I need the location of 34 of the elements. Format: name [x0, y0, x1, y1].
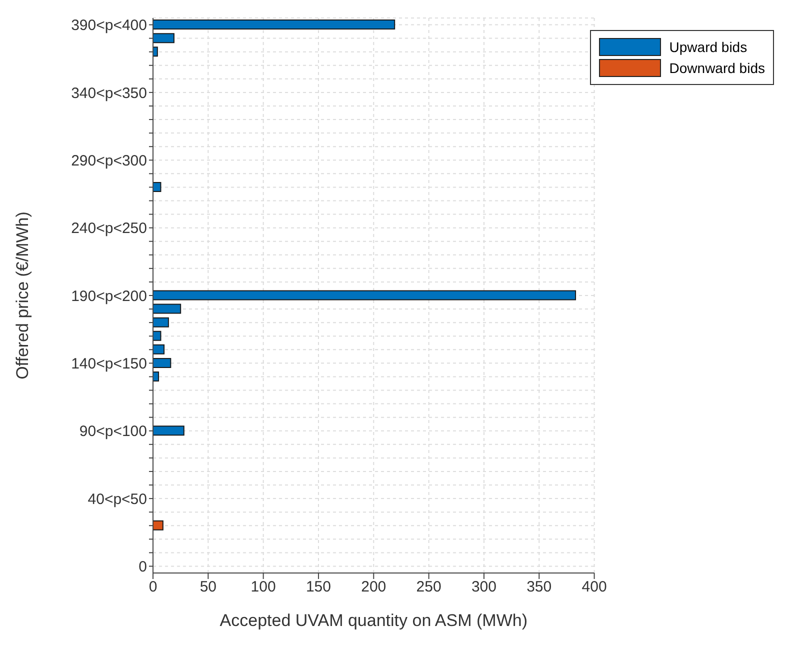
- bar: [153, 520, 164, 530]
- y-tick-label: 90<p<100: [79, 423, 147, 440]
- bar: [153, 344, 165, 354]
- y-tick-label: 390<p<400: [71, 17, 147, 34]
- bar: [153, 46, 158, 57]
- legend-label: Downward bids: [669, 60, 765, 76]
- x-tick-label: 50: [200, 578, 217, 596]
- bar: [153, 371, 160, 382]
- legend-label: Upward bids: [669, 39, 748, 55]
- bar: [153, 304, 182, 314]
- bar: [153, 426, 184, 436]
- bar: [153, 290, 576, 300]
- y-tick-label: 290<p<300: [71, 152, 147, 170]
- bar: [153, 317, 169, 328]
- bar: [153, 33, 174, 44]
- y-tick-label: 140<p<150: [71, 356, 147, 373]
- x-tick-label: 200: [361, 578, 386, 596]
- bar: [153, 20, 396, 30]
- y-tick-label: 190<p<200: [71, 288, 147, 305]
- y-axis-title: Offered price (€/MWh): [13, 212, 32, 380]
- y-tick-label: 340<p<350: [71, 84, 147, 102]
- y-tick-label: 240<p<250: [71, 220, 147, 238]
- x-tick-label: 150: [306, 578, 331, 596]
- x-tick-label: 300: [471, 578, 496, 596]
- bar: [153, 358, 172, 368]
- x-tick-label: 250: [416, 578, 442, 596]
- y-tick-label: 40<p<50: [88, 490, 147, 508]
- y-tick-label: 0: [138, 558, 147, 576]
- bar: [153, 182, 162, 192]
- x-tick-label: 400: [582, 578, 607, 596]
- bar: [153, 330, 162, 341]
- x-axis-title: Accepted UVAM quantity on ASM (MWh): [220, 611, 528, 630]
- x-tick-label: 350: [526, 578, 552, 596]
- x-tick-label: 100: [250, 578, 276, 596]
